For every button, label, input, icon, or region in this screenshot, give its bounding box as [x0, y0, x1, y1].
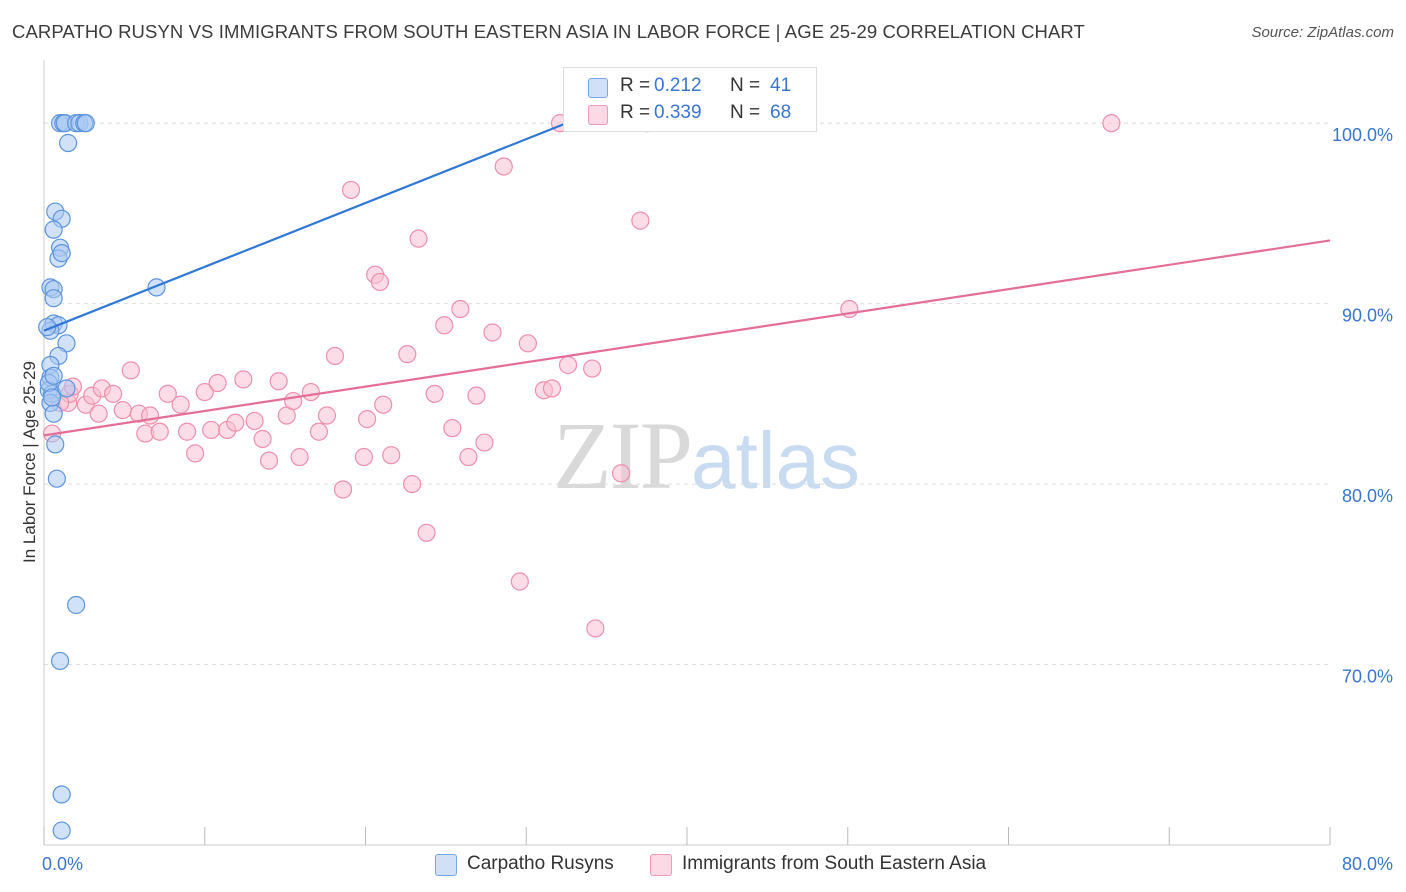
bottom-legend-label: Carpatho Rusyns [467, 853, 614, 874]
sea-point [89, 404, 108, 423]
sea-point [475, 433, 494, 452]
carpatho-point [44, 289, 63, 308]
sea-point [140, 406, 160, 425]
sea-point [121, 361, 140, 380]
sea-point [510, 572, 529, 591]
carpatho-point [59, 133, 78, 153]
sea-point [631, 211, 650, 230]
legend-r-value: 0.339 [654, 102, 702, 123]
sea-point [417, 523, 436, 542]
y-tick-label: 90.0% [1342, 306, 1393, 326]
chart-title: CARPATHO RUSYN VS IMMIGRANTS FROM SOUTH … [12, 21, 1085, 42]
sea-point [158, 384, 177, 403]
source-label: Source: ZipAtlas.com [1251, 24, 1394, 41]
carpatho-point [57, 379, 76, 398]
carpatho-point [52, 785, 71, 804]
carpatho-point [42, 388, 62, 407]
sea-point [208, 373, 227, 393]
sea-point [354, 447, 373, 467]
carpatho-point [52, 821, 71, 840]
y-tick-label: 80.0% [1342, 486, 1393, 506]
legend-r-label: R = [620, 75, 651, 96]
sea-point [177, 422, 197, 441]
sea-point [425, 384, 444, 403]
sea-point [403, 474, 422, 494]
sea-point [253, 429, 272, 449]
y-tick-label: 70.0% [1342, 667, 1393, 687]
sea-point [435, 316, 454, 335]
sea-point [483, 323, 502, 342]
sea-point [284, 391, 303, 411]
carpatho-point [67, 595, 86, 615]
carpatho-trend-line [43, 122, 567, 332]
x-tick-label: 0.0% [42, 854, 83, 874]
sea-point [226, 413, 245, 432]
legend-swatch-pink [588, 105, 608, 125]
sea-point [171, 395, 190, 414]
bottom-legend-swatch-pink [650, 854, 672, 876]
sea-point [583, 359, 602, 378]
sea-point [443, 419, 462, 438]
sea-point [558, 355, 578, 375]
sea-point [309, 422, 328, 441]
sea-point [113, 400, 132, 420]
legend-n-label: N = [730, 102, 761, 123]
watermark-zip: ZIP [553, 402, 693, 509]
sea-point [611, 464, 631, 483]
bottom-legend-label: Immigrants from South Eastern Asia [682, 853, 987, 874]
sea-point [409, 229, 428, 248]
sea-point [374, 395, 393, 414]
y-axis-label: In Labor Force | Age 25-29 [20, 361, 39, 563]
sea-point [245, 411, 264, 431]
x-tick-label: 80.0% [1342, 854, 1393, 874]
sea-point [382, 446, 401, 465]
sea-point [341, 180, 361, 200]
sea-point [234, 370, 253, 389]
carpatho-point [44, 366, 63, 385]
sea-point [325, 346, 345, 366]
legend-r-value: 0.212 [654, 75, 702, 96]
sea-point [358, 410, 377, 429]
sea-point [269, 372, 288, 391]
bottom-legend-swatch-blue [435, 854, 457, 876]
carpatho-point [47, 469, 66, 488]
carpatho-point [46, 435, 65, 454]
carpatho-point [76, 114, 95, 133]
y-tick-label: 100.0% [1332, 125, 1393, 145]
sea-point [494, 157, 513, 176]
sea-point [290, 447, 309, 467]
sea-point [195, 382, 214, 402]
carpatho-point [50, 651, 70, 671]
legend-swatch-blue [588, 78, 608, 98]
sea-point [150, 422, 169, 441]
sea-point [467, 386, 486, 405]
legend-n-value: 68 [770, 102, 792, 123]
sea-point [259, 451, 279, 470]
legend-n-value: 41 [770, 75, 792, 96]
sea-point [186, 444, 205, 463]
legend-n-label: N = [730, 75, 761, 96]
sea-point [1102, 114, 1121, 133]
carpatho-point [44, 220, 63, 239]
correlation-legend: R = 0.212 N = 41 R = 0.339 N = 68 [563, 67, 817, 132]
legend-r-label: R = [620, 102, 651, 123]
sea-point [459, 447, 478, 467]
sea-point [202, 420, 221, 440]
sea-trend-line [43, 239, 1331, 437]
sea-point [542, 379, 562, 398]
carpatho-point [44, 404, 63, 423]
watermark: ZIPatlas [553, 400, 860, 511]
sea-point [451, 299, 470, 319]
sea-point [370, 272, 390, 292]
sea-point [333, 480, 353, 499]
sea-point [301, 382, 320, 402]
sea-point [518, 334, 537, 353]
sea-point [104, 384, 123, 403]
carpatho-point [52, 243, 71, 263]
sea-point [398, 345, 417, 364]
sea-point [317, 406, 337, 425]
sea-point [586, 619, 605, 638]
watermark-atlas: atlas [691, 416, 860, 505]
